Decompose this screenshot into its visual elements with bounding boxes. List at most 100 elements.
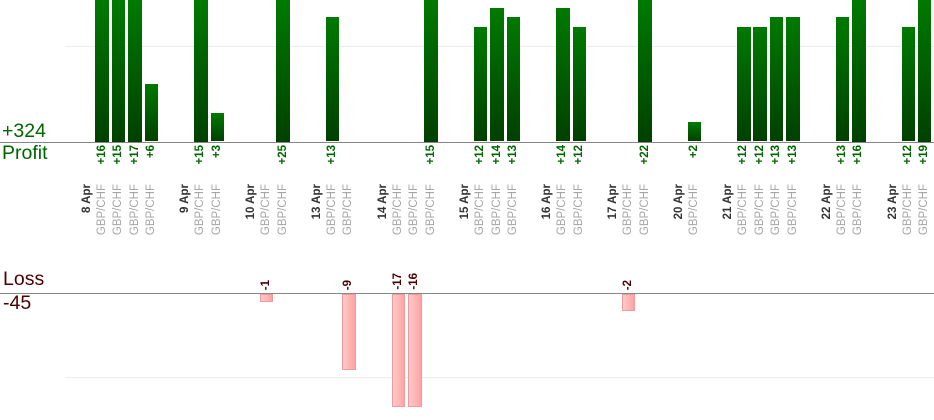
profit-value-label-col: +13 [836, 145, 850, 165]
profit-value-label: +13 [506, 145, 519, 165]
loss-value-label-col: -17 [392, 273, 406, 290]
date-label: 17 Apr [607, 184, 620, 220]
profit-value-label: +16 [95, 145, 108, 165]
profit-bar [901, 26, 915, 142]
date-label-col: 23 Apr [885, 184, 901, 219]
date-label-col: 16 Apr [540, 184, 556, 219]
symbol-label: GBP/CHF [622, 184, 635, 236]
symbol-label-col: GBP/CHF [145, 184, 159, 235]
profit-bar [276, 0, 290, 142]
symbol-label: GBP/CHF [326, 184, 338, 236]
loss-bar [621, 294, 636, 311]
profit-bar [917, 0, 932, 142]
symbol-label-col: GBP/CHF [753, 184, 767, 235]
symbol-label: GBP/CHF [852, 184, 865, 236]
date-label-col: 9 Apr [178, 184, 194, 213]
profit-value-label: +14 [556, 145, 569, 165]
symbol-label-col: GBP/CHF [95, 184, 109, 235]
symbol-label-col: GBP/CHF [490, 184, 504, 235]
loss-bar [408, 294, 422, 407]
profit-value-label: +17 [128, 145, 141, 165]
symbol-label: GBP/CHF [342, 184, 355, 236]
profit-value-label: +6 [145, 145, 158, 159]
profit-bar [111, 0, 126, 142]
profit-value-label: +3 [210, 145, 223, 159]
profit-value-label: +12 [901, 145, 914, 165]
symbol-label: GBP/CHF [572, 184, 585, 236]
date-label: 8 Apr [80, 184, 93, 213]
date-label-col: 22 Apr [819, 184, 835, 219]
symbol-label: GBP/CHF [276, 184, 289, 236]
profit-value-label-col: +12 [753, 145, 767, 165]
symbol-label-col: GBP/CHF [342, 184, 356, 235]
date-label: 22 Apr [820, 184, 833, 220]
symbol-label-col: GBP/CHF [688, 184, 702, 235]
symbol-label-col: GBP/CHF [260, 184, 274, 235]
symbol-label-col: GBP/CHF [622, 184, 636, 235]
symbol-label-col: GBP/CHF [573, 184, 587, 235]
profit-bar [687, 122, 702, 142]
profit-value-label-col: +15 [424, 145, 438, 165]
profit-bar [556, 7, 570, 142]
loss-gridline [65, 377, 934, 378]
symbol-label-col: GBP/CHF [408, 184, 422, 235]
symbol-label: GBP/CHF [194, 184, 207, 236]
profit-value-label-col: +14 [490, 145, 504, 165]
date-label: 14 Apr [376, 184, 389, 220]
symbol-label: GBP/CHF [490, 184, 503, 236]
profit-value-label: +13 [835, 145, 848, 165]
profit-bar [424, 0, 438, 142]
profit-value-label: +13 [786, 145, 799, 165]
profit-value-label-col: +12 [902, 145, 916, 165]
date-label: 15 Apr [459, 184, 472, 220]
profit-bar [473, 26, 488, 142]
profit-value-label: +12 [572, 145, 585, 165]
loss-value-label: -9 [342, 279, 355, 290]
profit-bar [852, 0, 866, 142]
date-label-col: 17 Apr [605, 184, 621, 219]
profit-value-label-col: +16 [852, 145, 866, 165]
date-label-col: 15 Apr [457, 184, 473, 219]
symbol-label: GBP/CHF [210, 184, 223, 236]
profit-value-label-col: +2 [688, 145, 702, 158]
profit-value-label: +22 [638, 145, 651, 165]
symbol-label-col: GBP/CHF [836, 184, 850, 235]
profit-bar [737, 26, 751, 142]
loss-value-label: -16 [408, 273, 421, 290]
profit-bar [95, 0, 109, 142]
symbol-label-col: GBP/CHF [474, 184, 488, 235]
profit-value-label-col: +12 [474, 145, 488, 165]
profit-bar [769, 17, 784, 142]
profit-value-label-col: +25 [276, 145, 290, 165]
loss-value-label-col: -1 [260, 280, 274, 290]
symbol-label-col: GBP/CHF [392, 184, 406, 235]
profit-value-label: +19 [918, 145, 931, 165]
symbol-label-col: GBP/CHF [556, 184, 570, 235]
symbol-label-col: GBP/CHF [918, 184, 932, 235]
profit-value-label-col: +15 [194, 145, 208, 165]
symbol-label-col: GBP/CHF [770, 184, 784, 235]
symbol-label: GBP/CHF [687, 184, 700, 236]
symbol-label: GBP/CHF [918, 184, 931, 236]
profit-bar [490, 7, 504, 142]
loss-value-label-col: -16 [408, 273, 422, 290]
date-label: 16 Apr [541, 184, 554, 220]
profit-value-label-col: +3 [211, 145, 225, 158]
profit-value-label: +14 [490, 145, 503, 165]
loss-value-label-col: -2 [622, 280, 636, 290]
profit-value-label: +13 [770, 145, 783, 165]
profit-bar [144, 84, 159, 142]
symbol-label: GBP/CHF [260, 184, 273, 236]
profit-bar [506, 17, 521, 142]
profit-value-label: +12 [474, 145, 487, 165]
date-label-col: 20 Apr [671, 184, 687, 219]
symbol-label-col: GBP/CHF [424, 184, 438, 235]
symbol-label: GBP/CHF [901, 184, 914, 236]
symbol-label: GBP/CHF [753, 184, 766, 236]
symbol-label: GBP/CHF [835, 184, 848, 236]
symbol-label: GBP/CHF [556, 184, 569, 236]
symbol-label: GBP/CHF [95, 184, 108, 236]
profit-bar [786, 17, 800, 142]
profit-value-label: +12 [737, 145, 750, 165]
